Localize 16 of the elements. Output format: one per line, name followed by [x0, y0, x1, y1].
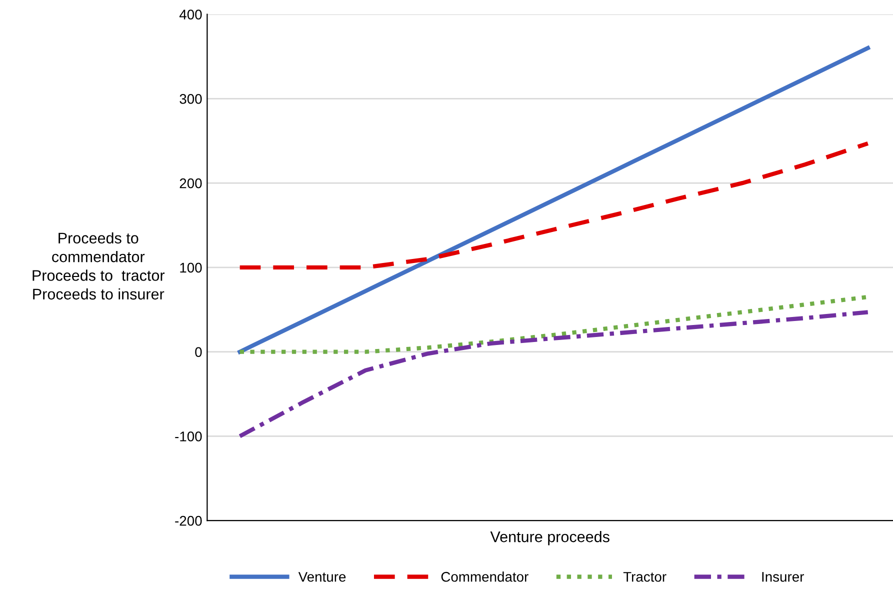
legend-label: Venture: [298, 572, 346, 582]
line-series: [238, 46, 870, 354]
x-axis-title: Venture proceeds: [490, 531, 610, 546]
y-axis-title: Proceeds to commendator Proceeds to tractor Proceeds to insurer: [32, 232, 165, 300]
y-tick-label: 200: [180, 178, 202, 188]
y-tick-label: -200: [175, 516, 202, 526]
legend-label: Tractor: [623, 572, 666, 582]
legend-label: Commendator: [441, 572, 528, 582]
y-tick-label: 0: [195, 347, 202, 357]
legend-label: Insurer: [762, 572, 804, 582]
line-series: [238, 141, 870, 270]
line-series: [238, 310, 870, 438]
y-tick-label: -100: [175, 432, 202, 442]
y-tick-label: 100: [180, 262, 202, 273]
y-tick-label: 400: [179, 10, 202, 20]
y-tick-label: 300: [180, 94, 202, 104]
